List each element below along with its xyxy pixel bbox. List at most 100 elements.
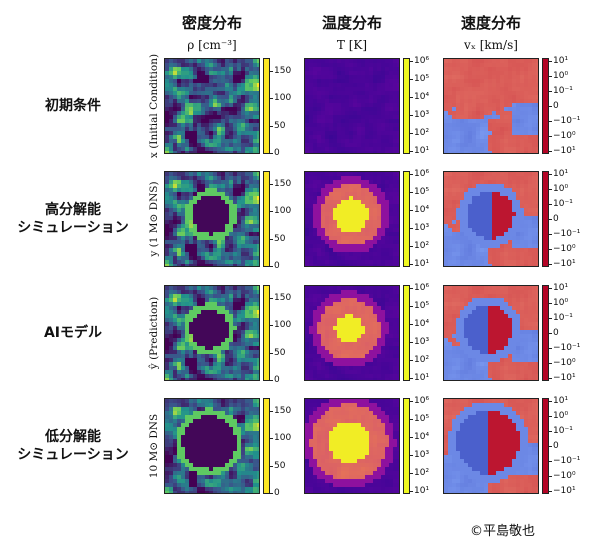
- panel-pixel: [245, 294, 250, 299]
- panel-pixel: [337, 196, 342, 201]
- panel-pixel: [321, 290, 326, 295]
- panel-pixel: [472, 232, 477, 237]
- panel-pixel: [349, 370, 354, 375]
- panel-pixel: [357, 330, 362, 335]
- panel-pixel: [309, 358, 314, 363]
- panel-pixel: [233, 314, 238, 319]
- panel-pixel: [173, 204, 178, 209]
- panel-pixel: [452, 216, 457, 221]
- panel-pixel: [369, 107, 374, 112]
- panel-pixel: [245, 220, 250, 225]
- panel-pixel: [197, 252, 202, 257]
- panel-pixel: [317, 180, 322, 185]
- panel-pixel: [201, 358, 206, 363]
- panel-pixel: [369, 123, 374, 128]
- panel-pixel: [253, 358, 258, 363]
- panel-pixel: [193, 147, 198, 152]
- panel-pixel: [369, 244, 374, 249]
- panel-pixel: [189, 151, 194, 153]
- panel-pixel: [329, 67, 334, 72]
- panel-pixel: [389, 200, 394, 205]
- panel-pixel: [448, 192, 453, 197]
- panel-pixel: [385, 290, 390, 295]
- panel-pixel: [313, 252, 318, 257]
- panel-pixel: [524, 139, 529, 144]
- panel-pixel: [313, 306, 318, 311]
- panel-pixel: [464, 322, 469, 327]
- panel-pixel: [365, 188, 370, 193]
- panel-pixel: [165, 220, 170, 225]
- panel-pixel: [361, 111, 366, 116]
- panel-pixel: [373, 326, 378, 331]
- panel-pixel: [500, 290, 505, 295]
- panel-pixel: [193, 248, 198, 253]
- panel-pixel: [385, 350, 390, 355]
- panel-pixel: [213, 252, 218, 257]
- panel-pixel: [237, 176, 242, 181]
- panel-pixel: [181, 294, 186, 299]
- panel-pixel: [492, 63, 497, 68]
- panel-pixel: [484, 200, 489, 205]
- panel-pixel: [373, 302, 378, 307]
- panel-pixel: [205, 83, 210, 88]
- panel-pixel: [476, 256, 481, 261]
- panel-pixel: [337, 240, 342, 245]
- panel-pixel: [217, 99, 222, 104]
- panel-pixel: [245, 318, 250, 323]
- panel-pixel: [253, 248, 258, 253]
- panel-pixel: [213, 127, 218, 132]
- panel-pixel: [221, 208, 226, 213]
- panel-pixel: [173, 236, 178, 241]
- panel-pixel: [520, 103, 525, 108]
- panel-pixel: [389, 127, 394, 132]
- panel-pixel: [528, 306, 533, 311]
- panel-pixel: [309, 196, 314, 201]
- panel-pixel: [305, 180, 310, 185]
- panel-pixel: [249, 147, 254, 152]
- panel-pixel: [397, 127, 399, 132]
- panel-pixel: [393, 318, 398, 323]
- panel-pixel: [516, 294, 521, 299]
- panel-pixel: [452, 310, 457, 315]
- panel-pixel: [377, 232, 382, 237]
- panel-pixel: [369, 192, 374, 197]
- panel-pixel: [241, 180, 246, 185]
- panel-pixel: [317, 127, 322, 132]
- panel-pixel: [357, 99, 362, 104]
- panel-pixel: [317, 196, 322, 201]
- panel-pixel: [213, 370, 218, 375]
- panel-pixel: [189, 131, 194, 136]
- panel-pixel: [225, 224, 230, 229]
- panel-pixel: [205, 196, 210, 201]
- panel-pixel: [333, 354, 338, 359]
- panel-pixel: [496, 115, 501, 120]
- panel-pixel: [229, 103, 234, 108]
- panel-pixel: [385, 228, 390, 233]
- panel-pixel: [237, 240, 242, 245]
- panel-pixel: [197, 362, 202, 367]
- panel-pixel: [201, 362, 206, 367]
- panel-pixel: [225, 334, 230, 339]
- panel-pixel: [221, 151, 226, 153]
- panel-pixel: [516, 135, 521, 140]
- panel-pixel: [213, 322, 218, 327]
- panel-pixel: [464, 123, 469, 128]
- panel-pixel: [488, 302, 493, 307]
- panel-pixel: [185, 67, 190, 72]
- panel-pixel: [305, 346, 310, 351]
- panel-image: [165, 286, 259, 380]
- panel-pixel: [373, 366, 378, 371]
- panel-pixel: [249, 184, 254, 189]
- panel-pixel: [452, 99, 457, 104]
- panel-pixel: [333, 264, 338, 266]
- panel-pixel: [508, 216, 513, 221]
- panel-pixel: [205, 184, 210, 189]
- panel-pixel: [341, 119, 346, 124]
- panel-pixel: [337, 119, 342, 124]
- panel-pixel: [504, 75, 509, 80]
- panel-pixel: [209, 346, 214, 351]
- panel-pixel: [185, 354, 190, 359]
- panel-pixel: [313, 322, 318, 327]
- panel-pixel: [524, 115, 529, 120]
- panel-pixel: [201, 264, 206, 266]
